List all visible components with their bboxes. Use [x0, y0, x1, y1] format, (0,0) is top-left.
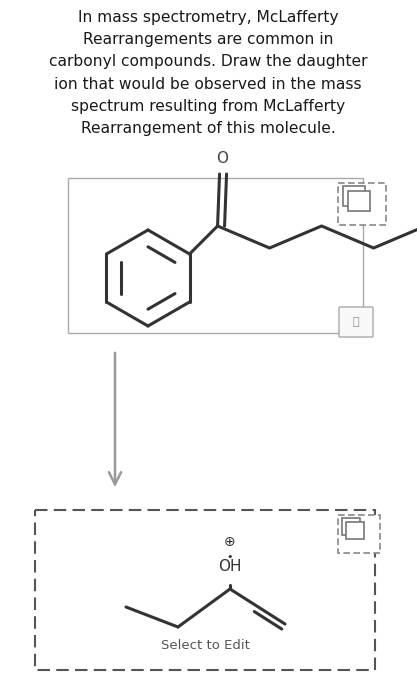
FancyBboxPatch shape: [339, 307, 373, 337]
Bar: [348, 191, 370, 211]
Text: 🔍: 🔍: [353, 317, 359, 327]
Bar: [338, 515, 380, 553]
Text: O: O: [216, 151, 229, 166]
Bar: [346, 522, 364, 539]
Bar: [68, 178, 363, 333]
Bar: [342, 518, 360, 535]
Text: OH: OH: [218, 559, 242, 574]
Text: In mass spectrometry, McLafferty
Rearrangements are common in
carbonyl compounds: In mass spectrometry, McLafferty Rearran…: [49, 10, 367, 136]
Bar: [343, 186, 365, 206]
Text: ⊕: ⊕: [224, 535, 236, 549]
Bar: [35, 510, 375, 670]
Text: Select to Edit: Select to Edit: [161, 639, 249, 652]
Bar: [338, 183, 386, 225]
Text: •: •: [227, 552, 233, 562]
